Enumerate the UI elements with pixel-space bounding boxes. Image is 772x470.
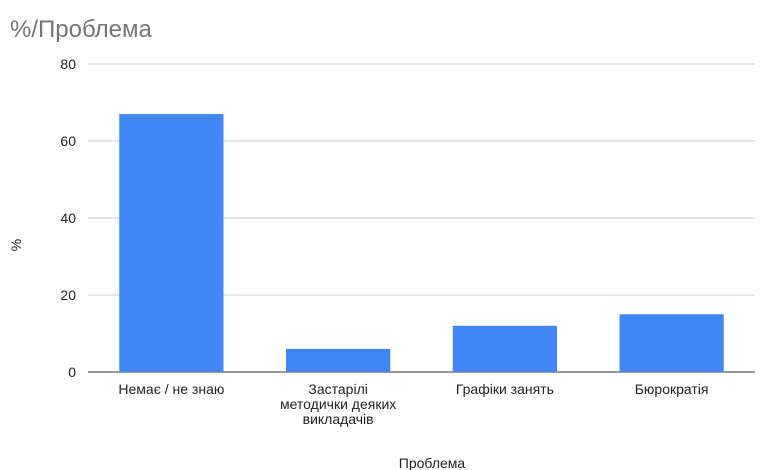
y-tick-label: 20 bbox=[60, 287, 76, 303]
x-tick-label: Графіки занять bbox=[456, 381, 554, 397]
bar bbox=[286, 348, 391, 372]
bar bbox=[119, 114, 224, 373]
chart-title: %/Проблема bbox=[10, 16, 152, 43]
bars bbox=[119, 114, 724, 373]
x-tick-label: Застарілі методички деяких викладачів bbox=[280, 381, 396, 427]
y-tick-label: 80 bbox=[60, 56, 76, 72]
y-tick-label: 0 bbox=[68, 364, 76, 380]
y-tick-label: 40 bbox=[60, 210, 76, 226]
y-tick-labels: 0 20 40 60 80 bbox=[60, 56, 76, 380]
x-tick-labels: Немає / не знаю Застарілі методички деяких… bbox=[118, 381, 708, 427]
x-tick-label: Немає / не знаю bbox=[118, 381, 224, 397]
y-tick-label: 60 bbox=[60, 133, 76, 149]
y-axis-label: % bbox=[8, 239, 24, 251]
x-tick-label: Бюрократія bbox=[635, 381, 709, 397]
bar bbox=[619, 314, 724, 372]
x-axis-label: Проблема bbox=[399, 455, 466, 470]
bar bbox=[452, 325, 557, 372]
